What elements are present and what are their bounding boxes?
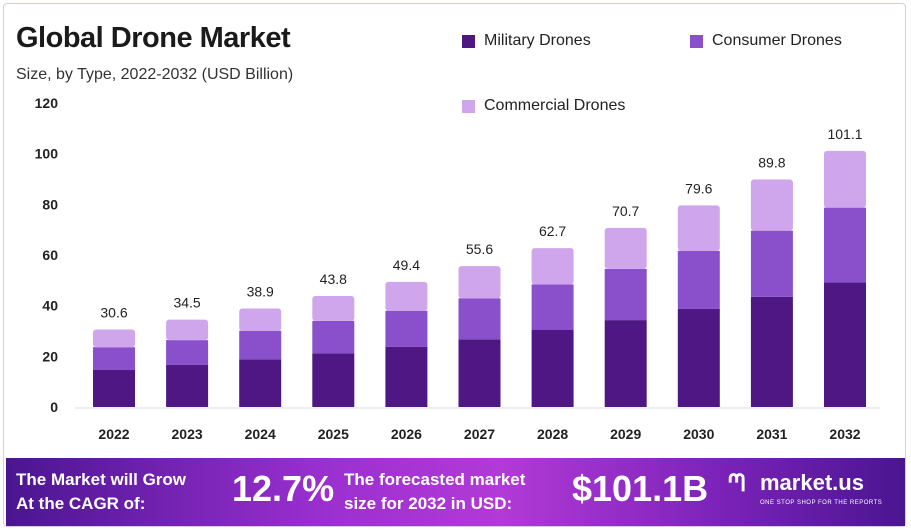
bar-segment-commercial-drones bbox=[824, 150, 866, 208]
x-tick-label: 2027 bbox=[464, 426, 495, 442]
x-tick-label: 2022 bbox=[98, 426, 129, 442]
bar-segment-commercial-drones bbox=[239, 308, 282, 331]
logo-icon: ᘉ bbox=[728, 470, 746, 497]
total-label: 49.4 bbox=[393, 257, 420, 273]
forecast-label: The forecasted market size for 2032 in U… bbox=[344, 468, 564, 516]
bar-segment-military-drones bbox=[239, 359, 282, 407]
bar-segment-military-drones bbox=[166, 364, 209, 407]
bar-segment-consumer-drones bbox=[531, 284, 574, 330]
total-label: 34.5 bbox=[173, 295, 200, 311]
bar-segment-consumer-drones bbox=[458, 298, 501, 340]
bar-segment-commercial-drones bbox=[166, 319, 209, 341]
bar-segment-commercial-drones bbox=[604, 227, 647, 269]
bar-segment-military-drones bbox=[385, 346, 428, 407]
y-tick-label: 120 bbox=[35, 95, 59, 111]
legend-commercial: Commercial Drones bbox=[462, 97, 625, 115]
x-tick-label: 2024 bbox=[245, 426, 276, 442]
cagr-label-line1: The Market will Grow bbox=[16, 470, 187, 489]
total-label: 89.8 bbox=[758, 155, 785, 171]
y-tick-label: 60 bbox=[42, 247, 58, 263]
legend-swatch bbox=[462, 34, 475, 48]
chart-title: Global Drone Market bbox=[16, 22, 291, 54]
bar-segment-military-drones bbox=[458, 339, 501, 407]
total-label: 38.9 bbox=[247, 283, 274, 299]
forecast-value: $101.1B bbox=[572, 468, 709, 509]
chart-frame bbox=[3, 3, 906, 527]
x-tick-label: 2028 bbox=[537, 426, 568, 442]
bar-segment-consumer-drones bbox=[93, 347, 135, 371]
bar-segment-commercial-drones bbox=[750, 179, 793, 231]
cagr-label-line2: At the CAGR of: bbox=[16, 494, 146, 513]
legend-label: Military Drones bbox=[484, 32, 591, 49]
bar-segment-military-drones bbox=[531, 329, 574, 407]
summary-banner: The Market will Grow At the CAGR of: 12.… bbox=[6, 458, 905, 526]
y-tick-label: 40 bbox=[42, 298, 58, 314]
x-tick-label: 2031 bbox=[756, 426, 787, 442]
total-label: 30.6 bbox=[100, 304, 127, 320]
bar-segment-consumer-drones bbox=[824, 207, 866, 283]
y-tick-label: 20 bbox=[42, 348, 58, 364]
bar-segment-military-drones bbox=[824, 282, 866, 407]
total-label: 70.7 bbox=[612, 203, 639, 219]
bar-segment-military-drones bbox=[604, 320, 647, 407]
x-tick-label: 2023 bbox=[172, 426, 203, 442]
y-tick-label: 80 bbox=[42, 196, 58, 212]
bar-segment-consumer-drones bbox=[604, 268, 647, 321]
legend-consumer: Consumer Drones bbox=[690, 32, 842, 50]
x-tick-label: 2030 bbox=[683, 426, 714, 442]
logo-tagline: ONE STOP SHOP FOR THE REPORTS bbox=[760, 500, 883, 506]
bar-segment-consumer-drones bbox=[239, 330, 282, 360]
bar-segment-military-drones bbox=[93, 370, 135, 407]
total-label: 101.1 bbox=[827, 126, 862, 142]
bar-segment-military-drones bbox=[312, 353, 355, 407]
bar-segment-military-drones bbox=[750, 296, 793, 407]
bar-segment-consumer-drones bbox=[166, 340, 209, 365]
total-label: 62.7 bbox=[539, 223, 566, 239]
legend-label: Commercial Drones bbox=[484, 97, 626, 114]
bar-segment-commercial-drones bbox=[531, 248, 574, 285]
bar-segment-commercial-drones bbox=[677, 205, 720, 251]
cagr-label: The Market will Grow At the CAGR of: bbox=[16, 468, 221, 516]
bar-segment-consumer-drones bbox=[750, 230, 793, 297]
bar-segment-commercial-drones bbox=[385, 281, 428, 311]
bar-segment-consumer-drones bbox=[677, 250, 720, 309]
chart-subtitle: Size, by Type, 2022-2032 (USD Billion) bbox=[16, 66, 294, 83]
bar-segment-military-drones bbox=[677, 308, 720, 407]
bar-segment-consumer-drones bbox=[312, 320, 355, 354]
marketus-logo: ᘉ market.us ONE STOP SHOP FOR THE REPORT… bbox=[728, 470, 898, 520]
total-label: 79.6 bbox=[685, 180, 712, 196]
legend-swatch bbox=[462, 99, 475, 113]
total-label: 43.8 bbox=[320, 271, 347, 287]
bar-segment-commercial-drones bbox=[93, 329, 135, 348]
bar-segment-commercial-drones bbox=[458, 266, 501, 299]
legend-label: Consumer Drones bbox=[712, 32, 842, 49]
cagr-value: 12.7% bbox=[232, 468, 335, 509]
x-tick-label: 2025 bbox=[318, 426, 349, 442]
forecast-label-line1: The forecasted market bbox=[344, 470, 526, 489]
x-tick-label: 2029 bbox=[610, 426, 641, 442]
legend-military: Military Drones bbox=[462, 32, 591, 50]
logo-text: market.us bbox=[760, 470, 864, 495]
bar-chart: 0 20 40 60 80 100 120 30.6 2022 34.5 2023 38.9 2024 4… bbox=[35, 95, 880, 442]
x-tick-label: 2032 bbox=[829, 426, 860, 442]
x-tick-label: 2026 bbox=[391, 426, 422, 442]
bar-segment-commercial-drones bbox=[312, 296, 355, 321]
legend-swatch bbox=[690, 34, 703, 48]
total-label: 55.6 bbox=[466, 241, 493, 257]
y-tick-label: 100 bbox=[35, 146, 59, 162]
y-tick-label: 0 bbox=[50, 399, 58, 415]
forecast-label-line2: size for 2032 in USD: bbox=[344, 494, 513, 513]
bar-segment-consumer-drones bbox=[385, 310, 428, 347]
